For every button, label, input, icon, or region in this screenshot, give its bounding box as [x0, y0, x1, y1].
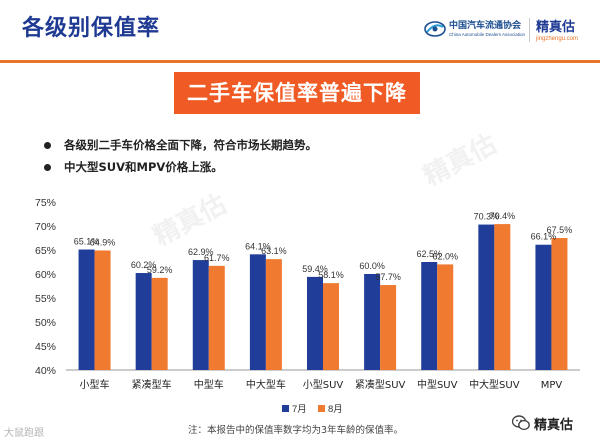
legend-label: 8月	[328, 404, 343, 415]
x-category-label: 紧凑型SUV	[355, 378, 406, 391]
legend-swatch	[318, 405, 325, 412]
data-label: 58.1%	[318, 270, 344, 280]
headline-banner: 二手车保值率普遍下降	[174, 72, 420, 114]
bar	[421, 262, 438, 370]
bar	[151, 277, 168, 370]
watermark-right-text: 精真估	[534, 418, 574, 433]
y-tick-label: 60%	[35, 269, 56, 281]
data-labels: 65.1%64.9% 60.2%59.2% 62.9%61.7% 64.1%63.1%…	[74, 211, 572, 282]
bar	[265, 259, 282, 370]
x-category-label: 小型SUV	[303, 378, 344, 391]
x-category-label: 中大型车	[246, 378, 286, 391]
legend-swatch	[282, 405, 289, 412]
data-label: 60.2%	[131, 260, 157, 270]
bar	[380, 285, 397, 370]
bar	[78, 249, 95, 370]
headline-text: 二手车保值率普遍下降	[187, 81, 407, 105]
x-axis: 小型车 紧凑型车 中型车 中大型车 小型SUV 紧凑型SUV 中型SUV 中大型SUV MPV	[66, 369, 580, 391]
data-label: 62.9%	[188, 247, 214, 257]
watermark-left: 大鼠跑跟	[4, 428, 44, 439]
data-label: 59.4%	[302, 264, 328, 274]
x-category-label: 小型车	[80, 378, 110, 391]
bullet-dot-icon	[44, 142, 51, 149]
x-category-label: 中大型SUV	[469, 378, 520, 391]
bullet-dot-icon	[44, 164, 51, 171]
data-label: 63.1%	[261, 246, 287, 256]
wechat-icon	[512, 415, 530, 431]
footnote: 注：本报告中的保值率数字均为3年车龄的保值率。	[188, 425, 404, 436]
cada-logo: 中国汽车流通协会 China Automobile Dealers Associ…	[424, 16, 526, 46]
bar	[535, 244, 552, 370]
data-label: 65.1%	[74, 237, 100, 247]
y-tick-label: 55%	[35, 293, 56, 305]
bar	[478, 224, 495, 370]
cada-emblem-icon	[424, 21, 446, 37]
logo-divider	[529, 18, 530, 42]
data-label: 62.0%	[432, 251, 458, 261]
bar	[494, 224, 511, 370]
bar	[192, 260, 209, 370]
bullet-list: 各级别二手车价格全面下降，符合市场长期趋势。 中大型SUV和MPV价格上涨。	[42, 134, 562, 178]
data-label: 59.2%	[147, 265, 173, 275]
bullet-text: 各级别二手车价格全面下降，符合市场长期趋势。	[64, 138, 317, 152]
data-label: 61.7%	[204, 253, 230, 263]
x-category-label: 紧凑型车	[132, 378, 172, 391]
bar-series	[78, 224, 568, 370]
x-category-label: 中型SUV	[417, 378, 458, 391]
bar	[364, 274, 381, 370]
bullet-item: 中大型SUV和MPV价格上涨。	[42, 156, 562, 178]
bullet-item: 各级别二手车价格全面下降，符合市场长期趋势。	[42, 134, 562, 156]
bar	[323, 283, 339, 370]
data-label: 57.7%	[375, 272, 401, 282]
y-tick-label: 50%	[35, 317, 56, 329]
data-label: 60.0%	[359, 261, 385, 271]
cada-name-en: China Automobile Dealers Association	[449, 32, 526, 37]
data-label: 66.1%	[531, 232, 557, 242]
y-tick-label: 40%	[35, 365, 56, 377]
data-label: 64.1%	[245, 241, 271, 251]
y-tick-label: 65%	[35, 245, 56, 257]
header-rule	[0, 60, 600, 63]
x-category-label: MPV	[541, 380, 563, 391]
y-tick-label: 45%	[35, 341, 56, 353]
data-label: 62.5%	[416, 249, 442, 259]
bullet-text: 中大型SUV和MPV价格上涨。	[64, 160, 223, 174]
cada-name-cn: 中国汽车流通协会	[449, 21, 522, 31]
y-tick-label: 70%	[35, 221, 56, 233]
jingzhengu-logo: 精真估 jingzhengu.com	[534, 14, 596, 48]
data-label: 64.9%	[90, 237, 116, 247]
bar	[437, 264, 454, 370]
bar	[551, 238, 568, 370]
bar	[94, 250, 111, 370]
header: 各级别保值率 中国汽车流通协会 China Automobile Dealers…	[0, 0, 600, 64]
data-label: 67.5%	[547, 225, 573, 235]
data-label: 70.3%	[474, 212, 500, 222]
jingzhengu-site: jingzhengu.com	[536, 36, 579, 42]
bar	[208, 265, 225, 370]
bar	[135, 273, 152, 370]
legend-label: 7月	[292, 404, 307, 415]
y-tick-label: 75%	[35, 197, 56, 209]
jingzhengu-name: 精真估	[536, 20, 576, 35]
x-category-label: 中型车	[194, 378, 224, 391]
legend: 7月 8月	[282, 404, 343, 415]
bar	[307, 276, 323, 370]
bar	[249, 254, 266, 370]
bar-chart: 40%45%50%55%60%65%70%75% 小型车 紧凑型车 中型车 中大型车小…	[35, 197, 580, 415]
page-title: 各级别保值率	[22, 16, 161, 41]
data-label: 70.4%	[490, 211, 516, 221]
y-axis: 40% 45% 50% 55% 60% 65% 70% 75%	[35, 197, 56, 377]
